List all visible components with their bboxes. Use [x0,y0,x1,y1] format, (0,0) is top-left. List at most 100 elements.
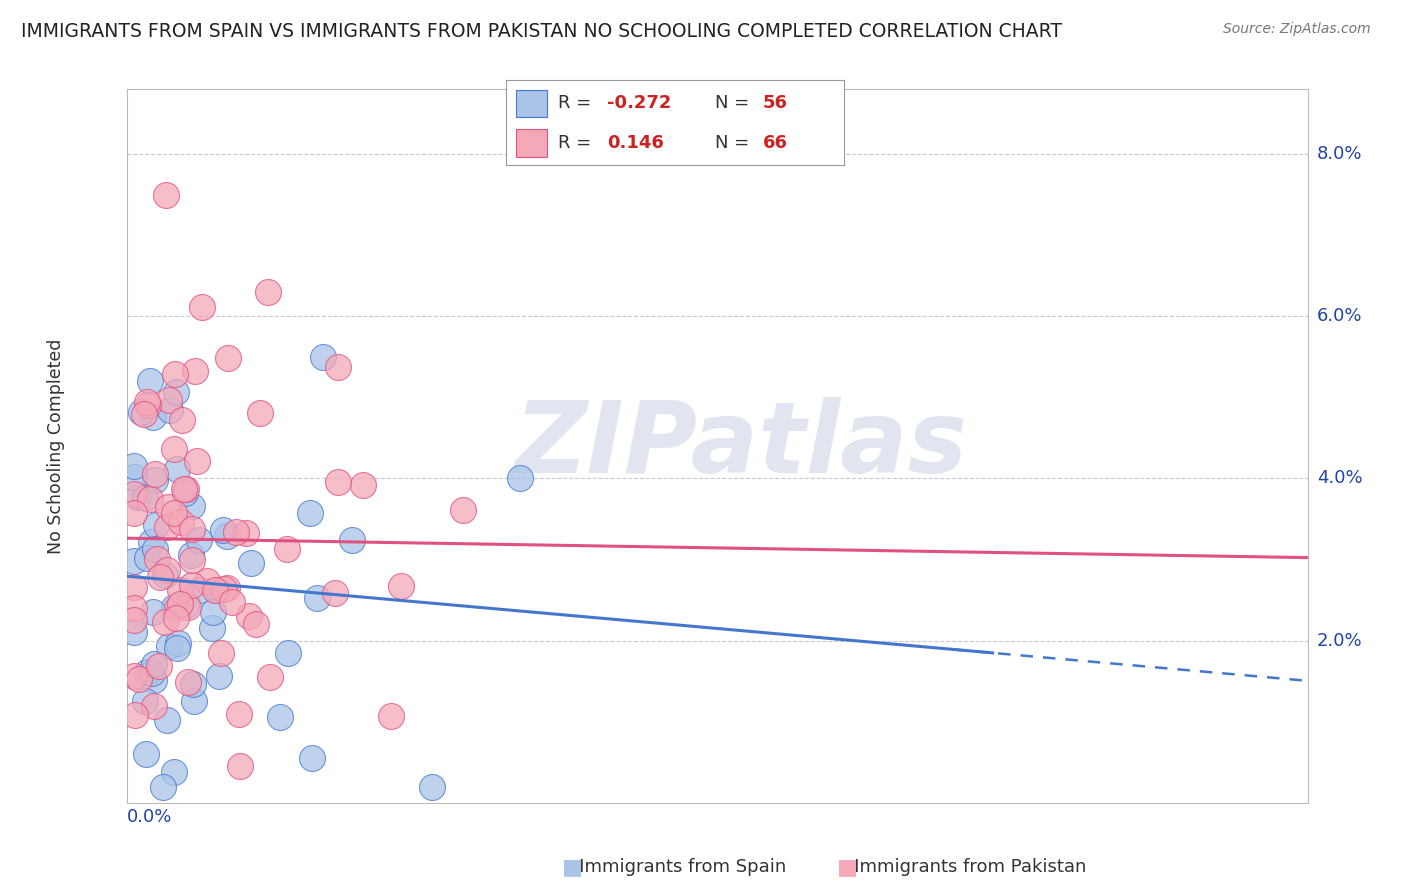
Point [127,491,149,505]
Text: 4.0%: 4.0% [1317,469,1362,487]
Point [312,350,335,364]
Text: 0.0%: 0.0% [127,808,172,826]
Point [135,394,157,409]
Point [420,780,443,794]
Point [212,523,235,537]
Point [173,482,195,496]
Point [239,556,262,570]
Point [451,503,474,517]
Point [149,570,172,584]
Point [142,410,165,425]
Point [238,608,260,623]
Point [204,582,226,597]
Point [134,491,156,506]
Point [301,751,323,765]
Point [142,657,165,671]
Text: ■: ■ [562,857,583,877]
Point [139,374,162,388]
Point [142,673,165,687]
Point [212,582,235,596]
Point [143,467,166,481]
Point [166,640,188,655]
Point [145,517,167,532]
Point [197,574,219,588]
Text: 6.0%: 6.0% [1317,307,1362,326]
Point [169,582,191,597]
Point [165,611,187,625]
Point [124,458,146,473]
Point [153,615,176,630]
Point [380,708,402,723]
Point [340,533,363,548]
Point [235,525,257,540]
Point [134,694,156,708]
Point [124,601,146,615]
Point [124,487,146,501]
Point [217,529,239,543]
Point [174,482,197,496]
Point [124,470,146,484]
Point [183,677,205,691]
Point [156,563,179,577]
Point [389,579,412,593]
Point [181,553,204,567]
Point [156,713,179,727]
Point [143,698,166,713]
Point [152,780,174,794]
Text: ZIPatlas: ZIPatlas [515,398,967,494]
Point [136,398,159,412]
Point [225,525,247,540]
Point [183,364,205,378]
Point [174,598,197,612]
Point [136,550,159,565]
Point [124,580,146,594]
Text: No Schooling Completed: No Schooling Completed [46,338,65,554]
Point [145,552,167,566]
Point [143,541,166,556]
Point [174,485,197,500]
Point [124,669,146,683]
Point [155,187,177,202]
Point [298,506,321,520]
Point [180,548,202,562]
Point [138,492,160,507]
Point [276,541,298,556]
Point [141,665,163,680]
Point [136,665,159,679]
Point [128,672,150,686]
Point [326,475,349,489]
Point [155,568,177,582]
Point [124,707,146,722]
Point [167,636,190,650]
Point [209,646,232,660]
Text: -0.272: -0.272 [607,95,672,112]
Point [143,474,166,488]
Point [162,506,184,520]
Point [163,442,186,456]
Text: Source: ZipAtlas.com: Source: ZipAtlas.com [1223,22,1371,37]
Point [325,586,347,600]
Point [142,605,165,619]
Point [159,402,181,417]
Point [176,674,198,689]
Point [188,582,211,597]
Point [187,533,209,547]
Point [245,616,267,631]
Point [169,597,191,611]
Point [180,578,202,592]
Text: 66: 66 [762,134,787,152]
Point [124,613,146,627]
Point [186,454,208,468]
Point [352,478,374,492]
Point [157,393,180,408]
Point [221,595,243,609]
Point [135,747,157,762]
Point [124,554,146,568]
Point [202,605,225,619]
Point [124,506,146,520]
FancyBboxPatch shape [516,129,547,157]
Text: N =: N = [716,134,749,152]
Point [208,668,231,682]
Text: 0.146: 0.146 [607,134,664,152]
Point [129,405,152,419]
